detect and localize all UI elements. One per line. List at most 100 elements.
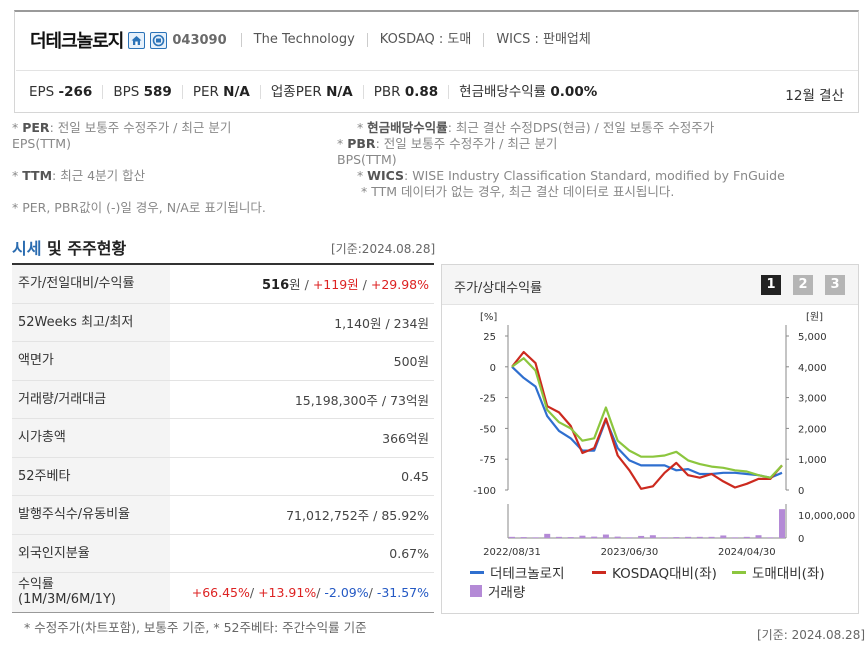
legend-swatch xyxy=(470,570,484,574)
table-row: 52Weeks 최고/최저 1,140원 / 234원 xyxy=(12,303,434,342)
metric-eps: EPS -266 xyxy=(29,83,93,100)
row-label: 52Weeks 최고/최저 xyxy=(12,303,170,341)
series-line-2 xyxy=(511,350,783,490)
volume-bar xyxy=(509,536,515,538)
legend-item: KOSDAQ대비(좌) xyxy=(592,562,717,582)
volume-bar xyxy=(696,536,703,538)
right-tick-label: 0 xyxy=(798,486,804,497)
metric-sector-per: 업종PER N/A xyxy=(259,84,363,99)
chart-page-2-button[interactable]: 2 xyxy=(793,275,813,295)
row-value: 366억원 xyxy=(382,431,429,447)
x-tick-label: 2024/04/30 xyxy=(718,547,776,558)
volume-bar xyxy=(520,537,527,538)
legend-swatch xyxy=(470,585,482,597)
right-tick-label: 5,000 xyxy=(798,332,827,343)
chart-panel-header: 주가/상대수익률 1 2 3 xyxy=(442,265,858,305)
table-row: 액면가 500원 xyxy=(12,342,434,381)
metric-per: PER N/A xyxy=(181,84,260,99)
section-title: 시세 및 주주현황 xyxy=(12,239,127,258)
volume-bar xyxy=(626,537,633,538)
row-value: 516원 / +119원 / +29.98% xyxy=(261,277,429,294)
stock-code: 043090 xyxy=(172,32,227,48)
home-icon[interactable] xyxy=(128,31,146,49)
left-tick-label: 0 xyxy=(490,363,496,374)
row-label: 52주베타 xyxy=(12,457,170,495)
legend-swatch xyxy=(732,570,746,574)
volume-bar xyxy=(532,537,539,538)
row-value: 0.45 xyxy=(401,468,429,484)
row-label: 주가/전일대비/수익률 xyxy=(12,265,170,303)
price-chart: [%] [원] 25 0 -25 -50 -75 -100 5,000 4,000 3,000 2,0… xyxy=(473,311,855,558)
volume-bar xyxy=(579,535,586,538)
table-row: 수익률 (1M/3M/6M/1Y) +66.45%/ +13.91%/ -2.09… xyxy=(12,573,434,612)
right-tick-label: 4,000 xyxy=(798,363,827,374)
chart-page-3-button[interactable]: 3 xyxy=(825,275,845,295)
metric-pbr: PBR 0.88 xyxy=(362,84,448,99)
left-tick-label: -75 xyxy=(480,455,496,466)
legend-item: 더테크놀로지 xyxy=(470,562,565,582)
chart-title: 주가/상대수익률 xyxy=(454,281,543,296)
settlement-month: 12월 결산 xyxy=(785,88,844,104)
x-tick-label: 2023/06/30 xyxy=(601,547,659,558)
chart-page-1-button[interactable]: 1 xyxy=(761,275,781,295)
volume-bar xyxy=(755,535,762,538)
series-line-1 xyxy=(511,366,783,479)
volume-bar xyxy=(743,536,750,538)
row-value: 0.67% xyxy=(389,545,429,561)
right-tick-label: 1,000 xyxy=(798,455,827,466)
volume-bar xyxy=(567,537,574,538)
table-row: 52주베타 0.45 xyxy=(12,457,434,496)
volume-bar xyxy=(732,537,739,538)
market-info: KOSDAQ : 도매 xyxy=(366,33,484,47)
chart-panel: 주가/상대수익률 1 2 3 [%] [원] 25 0 -25 -50 -75 -100 5,0… xyxy=(441,264,859,614)
volume-bar xyxy=(673,537,680,538)
row-label: 거래량/거래대금 xyxy=(12,380,170,418)
note-per-cont: EPS(TTM) xyxy=(12,136,71,151)
left-tick-label: -25 xyxy=(480,394,496,405)
market-summary-table: 주가/전일대비/수익률 516원 / +119원 / +29.98% 52Wee… xyxy=(12,263,434,613)
ir-icon[interactable] xyxy=(150,31,168,49)
volume-bar xyxy=(720,535,727,538)
volume-bar xyxy=(767,537,774,538)
volume-bar xyxy=(614,536,621,538)
company-title-row: 더테크놀로지 043090 The Technology KOSDAQ : 도매… xyxy=(30,26,603,54)
volume-tick-label: 0 xyxy=(798,534,804,545)
row-value: 15,198,300주 / 73억원 xyxy=(294,392,429,408)
volume-bar xyxy=(591,536,598,538)
right-tick-label: 2,000 xyxy=(798,424,827,435)
volume-bar xyxy=(602,534,609,538)
legend-swatch xyxy=(592,570,606,574)
volume-bar xyxy=(685,536,692,538)
right-tick-label: 3,000 xyxy=(798,394,827,405)
table-row: 주가/전일대비/수익률 516원 / +119원 / +29.98% xyxy=(12,265,434,304)
table-row: 발행주식수/유동비율 71,012,752주 / 85.92% xyxy=(12,496,434,535)
row-value: 71,012,752주 / 85.92% xyxy=(286,508,429,524)
table-footnote: * 수정주가(차트포함), 보통주 기준, * 52주베타: 주간수익률 기준 xyxy=(24,620,367,635)
series-line-3 xyxy=(511,357,783,479)
volume-bar xyxy=(708,536,715,538)
x-tick-label: 2022/08/31 xyxy=(483,547,541,558)
chart-basis-date: [기준: 2024.08.28] xyxy=(757,628,866,642)
row-label: 액면가 xyxy=(12,342,170,380)
right-axis-unit: [원] xyxy=(806,311,823,323)
wics-info: WICS : 판매업체 xyxy=(483,33,603,47)
note-na: * PER, PBR값이 (-)일 경우, N/A로 표기됩니다. xyxy=(12,200,266,215)
section-basis-date: [기준:2024.08.28] xyxy=(331,242,436,256)
volume-bar xyxy=(779,509,785,538)
table-row: 시가총액 366억원 xyxy=(12,419,434,458)
company-name: 더테크놀로지 xyxy=(30,31,124,52)
volume-tick-label: 10,000,000 xyxy=(798,511,855,522)
note-ttm-missing: * TTM 데이터가 없는 경우, 최근 결산 데이터로 표시됩니다. xyxy=(361,184,675,199)
row-value: 500원 xyxy=(393,354,429,370)
metric-bps: BPS 589 xyxy=(102,84,181,99)
volume-bar xyxy=(638,535,645,538)
row-value: +66.45%/ +13.91%/ -2.09%/ -31.57% xyxy=(191,584,429,600)
note-per: * PER: 전일 보통주 수정주가 / 최근 분기 xyxy=(12,120,232,135)
table-row: 거래량/거래대금 15,198,300주 / 73억원 xyxy=(12,380,434,419)
note-pbr: * PBR: 전일 보통주 수정주가 / 최근 분기 xyxy=(337,136,558,151)
legend-item: 도매대비(좌) xyxy=(732,562,825,582)
company-header: 더테크놀로지 043090 The Technology KOSDAQ : 도매… xyxy=(14,10,859,113)
note-pbr-cont: BPS(TTM) xyxy=(337,152,397,167)
volume-bar xyxy=(661,537,668,538)
volume-bar xyxy=(544,533,551,538)
